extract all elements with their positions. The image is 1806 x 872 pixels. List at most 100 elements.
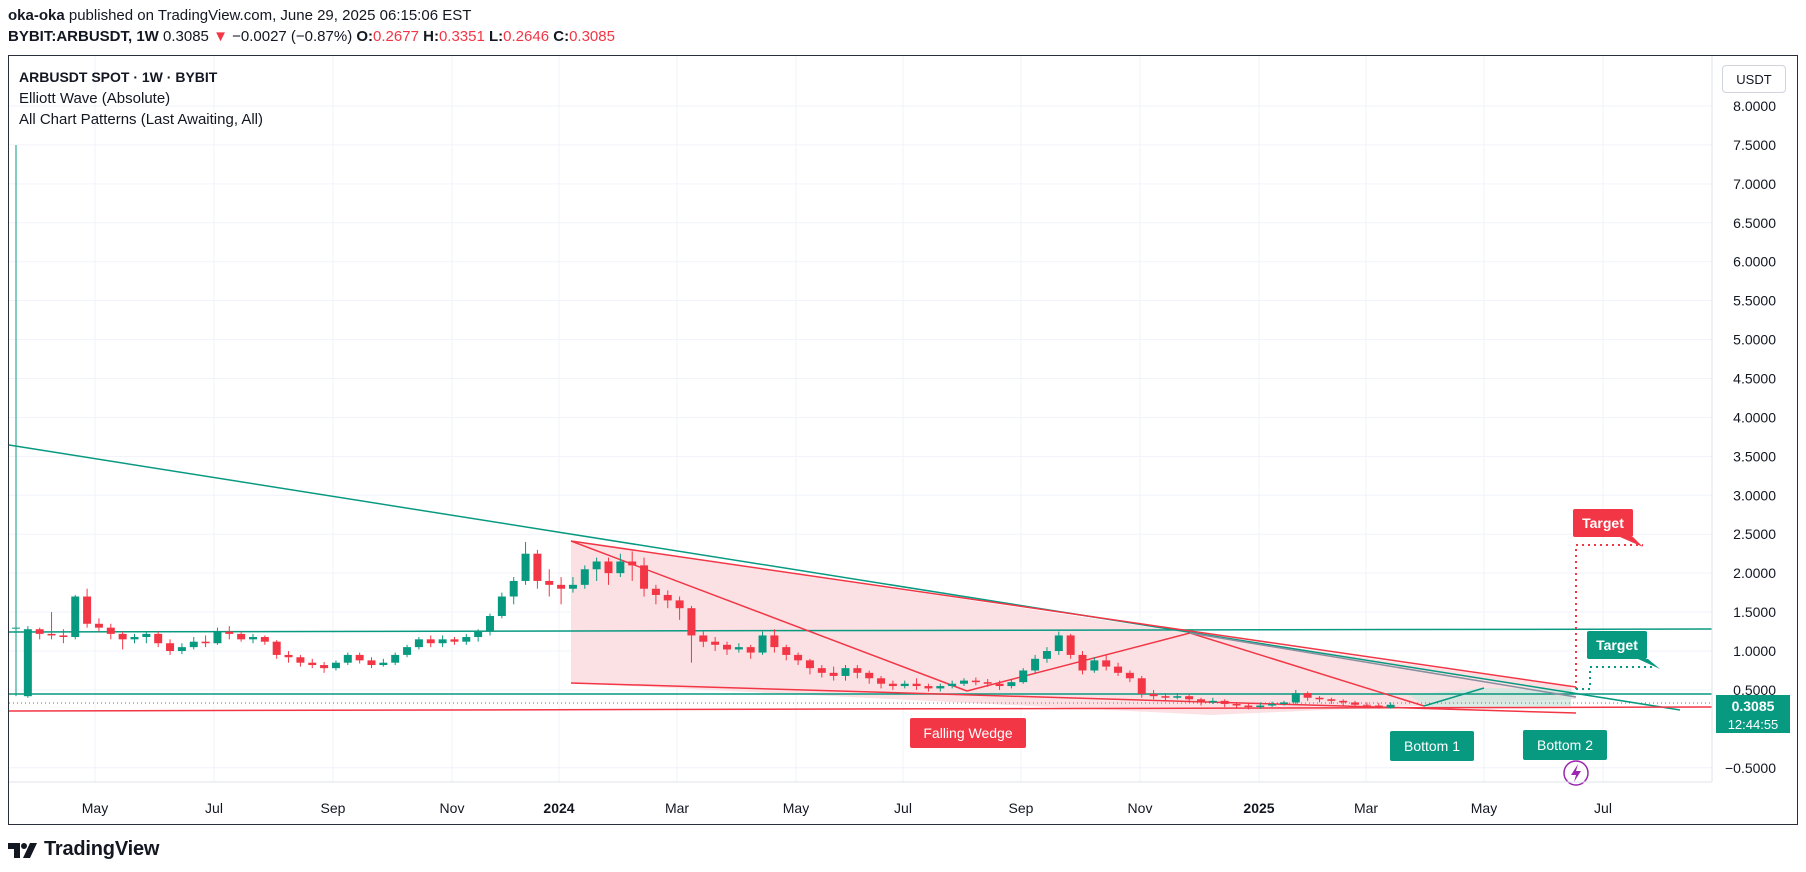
candle-body[interactable] xyxy=(1102,660,1111,667)
candle-body[interactable] xyxy=(663,594,672,601)
green-target-label-bg[interactable] xyxy=(1587,631,1647,659)
candle-body[interactable] xyxy=(201,641,210,644)
candle-body[interactable] xyxy=(758,635,767,653)
candle-body[interactable] xyxy=(1197,699,1205,703)
candle-body[interactable] xyxy=(130,637,139,640)
candle-body[interactable] xyxy=(426,639,435,644)
candle-body[interactable] xyxy=(296,657,305,663)
candle-body[interactable] xyxy=(711,641,720,645)
falling-wedge-label-bg[interactable] xyxy=(910,718,1026,748)
candle-body[interactable] xyxy=(699,635,708,642)
candle-body[interactable] xyxy=(320,665,329,669)
bottom-2-label-bg[interactable] xyxy=(1523,730,1607,760)
candle-body[interactable] xyxy=(1232,703,1241,706)
candle-body[interactable] xyxy=(1315,697,1324,700)
candle-body[interactable] xyxy=(1054,635,1063,652)
candle-body[interactable] xyxy=(1208,700,1217,703)
candle-body[interactable] xyxy=(936,686,945,689)
candle-body[interactable] xyxy=(414,639,423,648)
candle-body[interactable] xyxy=(628,561,637,566)
candle-body[interactable] xyxy=(403,647,412,655)
candle-body[interactable] xyxy=(1256,705,1265,708)
candle-body[interactable] xyxy=(521,553,530,581)
candle-body[interactable] xyxy=(1362,704,1371,706)
green-hline-1-22[interactable] xyxy=(8,628,1713,633)
candle-body[interactable] xyxy=(1374,705,1383,707)
candle-body[interactable] xyxy=(533,553,542,581)
last-price-badge[interactable] xyxy=(1716,695,1790,733)
candle-body[interactable] xyxy=(568,584,577,589)
candle-body[interactable] xyxy=(59,635,68,638)
candle-body[interactable] xyxy=(794,654,803,661)
candle-body[interactable] xyxy=(829,672,838,676)
candle-body[interactable] xyxy=(35,629,44,634)
bottom-1-label-bg[interactable] xyxy=(1390,731,1474,761)
candle-body[interactable] xyxy=(343,654,352,663)
legend-indicator-patterns[interactable]: All Chart Patterns (Last Awaiting, All) xyxy=(19,111,263,128)
candle-body[interactable] xyxy=(912,683,921,687)
candle-body[interactable] xyxy=(1185,696,1194,700)
candle-body[interactable] xyxy=(474,631,483,638)
candle-body[interactable] xyxy=(900,683,909,687)
candle-body[interactable] xyxy=(189,641,198,648)
candle-body[interactable] xyxy=(94,623,103,628)
legend-symbol[interactable]: ARBUSDT SPOT · 1W · BYBIT xyxy=(19,69,218,85)
candle-body[interactable] xyxy=(1042,651,1051,659)
candle-body[interactable] xyxy=(71,596,80,638)
candle-body[interactable] xyxy=(509,580,518,597)
candle-body[interactable] xyxy=(640,565,649,589)
candle-body[interactable] xyxy=(83,596,92,624)
candle-body[interactable] xyxy=(1268,703,1277,706)
candle-body[interactable] xyxy=(1149,693,1158,697)
elliott-wave-leg-1[interactable] xyxy=(570,540,968,692)
candle-body[interactable] xyxy=(616,561,625,574)
candle-body[interactable] xyxy=(924,686,933,689)
candle-body[interactable] xyxy=(580,569,589,585)
candle-body[interactable] xyxy=(734,647,743,650)
legend-indicator-elliott[interactable]: Elliott Wave (Absolute) xyxy=(19,90,171,107)
candle-body[interactable] xyxy=(592,561,601,570)
candle-body[interactable] xyxy=(1386,704,1395,708)
candle-body[interactable] xyxy=(1066,635,1075,655)
candle-body[interactable] xyxy=(805,660,814,669)
candle-body[interactable] xyxy=(308,662,317,666)
tradingview-logo[interactable]: TradingView xyxy=(8,838,159,861)
currency-button[interactable]: USDT xyxy=(1722,65,1786,93)
candle-body[interactable] xyxy=(331,662,340,669)
candle-body[interactable] xyxy=(213,631,222,644)
candle-body[interactable] xyxy=(367,660,376,666)
candle-body[interactable] xyxy=(1078,654,1087,671)
red-support-line[interactable] xyxy=(8,706,1713,712)
candle-body[interactable] xyxy=(23,629,32,697)
candle-body[interactable] xyxy=(1339,700,1348,703)
candle-body[interactable] xyxy=(47,633,56,636)
candle-body[interactable] xyxy=(1090,660,1099,671)
candle-body[interactable] xyxy=(237,633,246,640)
candle-body[interactable] xyxy=(960,680,968,684)
red-target-label-bg[interactable] xyxy=(1573,509,1633,537)
candle-body[interactable] xyxy=(1220,700,1229,704)
candle-body[interactable] xyxy=(545,580,554,585)
candle-body[interactable] xyxy=(1303,693,1312,698)
elliott-wave-leg-3[interactable] xyxy=(1189,632,1425,707)
candle-body[interactable] xyxy=(1327,699,1336,701)
candle-body[interactable] xyxy=(687,608,696,636)
candle-body[interactable] xyxy=(557,584,566,589)
candle-body[interactable] xyxy=(865,672,874,679)
candle-body[interactable] xyxy=(462,637,471,642)
candle-body[interactable] xyxy=(497,596,506,616)
candle-body[interactable] xyxy=(1161,696,1170,698)
candle-body[interactable] xyxy=(391,654,400,663)
candle-body[interactable] xyxy=(272,641,281,655)
candle-body[interactable] xyxy=(1125,672,1134,679)
candle-body[interactable] xyxy=(1173,696,1182,698)
wedge-lower-line[interactable] xyxy=(570,682,1577,714)
candle-body[interactable] xyxy=(675,600,684,609)
candle-body[interactable] xyxy=(1351,702,1360,705)
candle-body[interactable] xyxy=(379,662,388,666)
candle-body[interactable] xyxy=(438,639,447,644)
wedge-upper-line[interactable] xyxy=(570,540,1577,688)
candle-body[interactable] xyxy=(853,668,862,673)
candle-body[interactable] xyxy=(1244,705,1253,708)
